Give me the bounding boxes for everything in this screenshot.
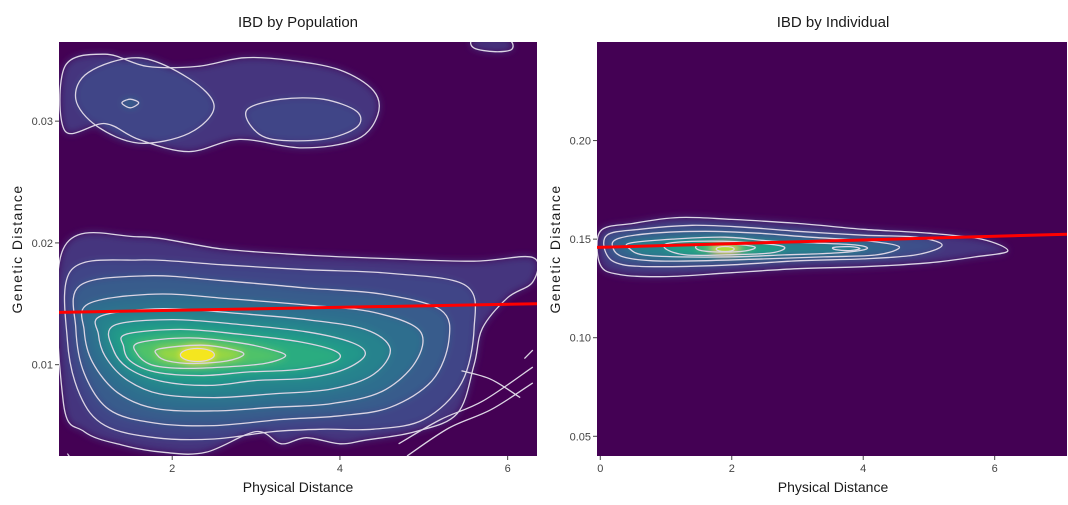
panel-ibd-population: IBD by Population 2 4 6 0.01 0.02 0.03 Physi… <box>9 14 537 495</box>
contour-line <box>597 216 1009 278</box>
regression-line <box>59 302 537 314</box>
contour-line <box>603 224 943 268</box>
contour-line <box>398 366 534 445</box>
y-tick-label: 0.05 <box>570 431 591 443</box>
contour-line <box>470 42 514 53</box>
y-axis-ticks: 0.05 0.10 0.15 0.20 <box>570 136 597 443</box>
contour-line <box>74 57 215 144</box>
contour-line <box>461 370 521 399</box>
y-tick-label: 0.15 <box>570 234 591 246</box>
contour-line <box>59 231 537 455</box>
chart-title: IBD by Individual <box>777 14 890 31</box>
contour-line <box>523 349 534 360</box>
contour-line <box>245 97 362 142</box>
density-band <box>121 99 139 108</box>
x-axis-ticks: 0 2 4 6 <box>597 456 998 475</box>
contour-line <box>133 337 287 370</box>
x-tick-label: 0 <box>597 463 603 475</box>
y-tick-label: 0.20 <box>570 136 591 148</box>
y-tick-label: 0.02 <box>32 238 53 250</box>
x-tick-label: 6 <box>992 463 998 475</box>
contour-line <box>72 275 451 427</box>
contour-line <box>663 240 786 257</box>
chart-title: IBD by Population <box>238 14 358 31</box>
contour-line <box>120 328 342 377</box>
contour-line <box>831 245 861 252</box>
y-axis-ticks: 0.01 0.02 0.03 <box>32 116 59 372</box>
contour-line <box>154 344 245 365</box>
contour-line <box>63 259 477 441</box>
x-tick-label: 6 <box>505 463 511 475</box>
contour-line <box>107 318 367 387</box>
density-band <box>75 57 215 144</box>
x-tick-label: 2 <box>729 463 735 475</box>
x-axis-ticks: 2 4 6 <box>169 456 511 475</box>
y-axis-label: Genetic Distance <box>9 184 25 313</box>
y-tick-label: 0.10 <box>570 333 591 345</box>
y-tick-label: 0.01 <box>32 360 53 372</box>
x-tick-label: 4 <box>337 463 343 475</box>
contour-line <box>94 308 391 399</box>
regression-line <box>597 232 1067 249</box>
x-axis-label: Physical Distance <box>778 479 889 495</box>
contour-lines <box>59 42 537 456</box>
density-band <box>245 97 361 141</box>
x-tick-label: 2 <box>169 463 175 475</box>
contour-line <box>66 453 70 456</box>
plot-area <box>597 42 1067 456</box>
peak-contour <box>715 245 735 253</box>
contour-line <box>625 236 869 258</box>
density-band <box>470 42 514 52</box>
contour-line <box>80 293 424 412</box>
y-axis-label: Genetic Distance <box>547 184 563 313</box>
x-axis-label: Physical Distance <box>243 479 354 495</box>
contour-line <box>59 53 380 153</box>
peak-contour <box>179 347 215 363</box>
contour-line <box>611 230 901 262</box>
x-tick-label: 4 <box>860 463 866 475</box>
contour-line <box>121 98 140 109</box>
y-tick-label: 0.03 <box>32 116 53 128</box>
contour-line <box>406 382 534 456</box>
plot-area <box>59 42 537 456</box>
